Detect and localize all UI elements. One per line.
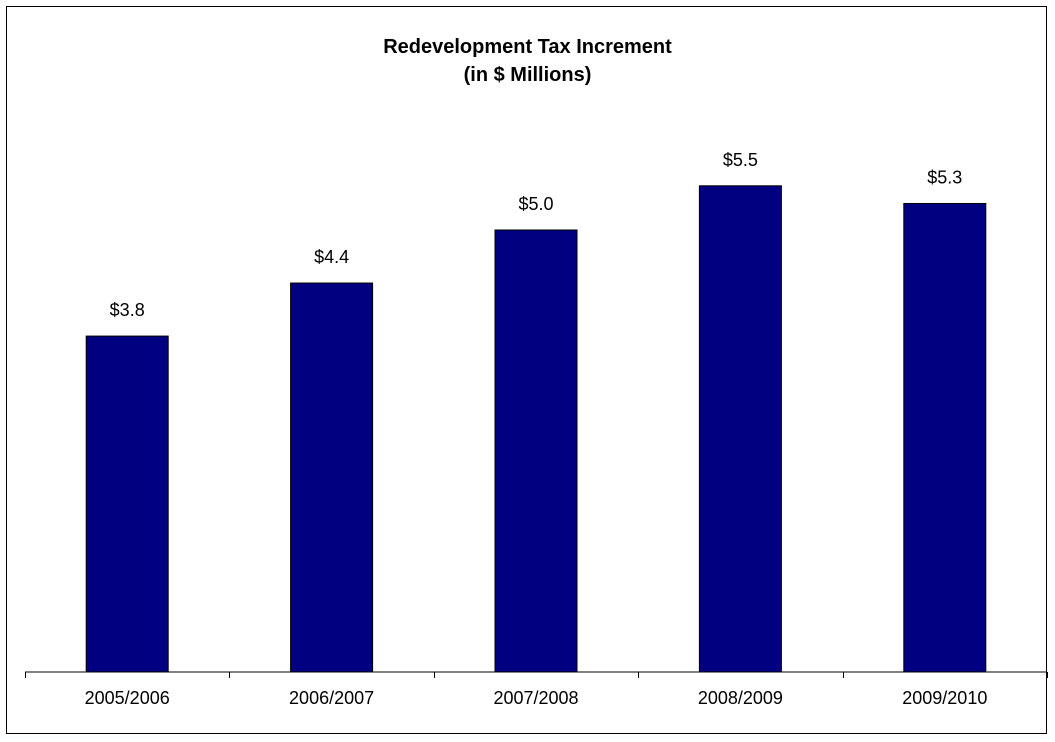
- bar-2006/2007: [290, 282, 374, 673]
- bar-2005/2006: [85, 335, 169, 673]
- x-tick-label: 2006/2007: [289, 688, 374, 708]
- data-label: $5.0: [518, 194, 553, 214]
- data-labels-layer: $3.8 $4.4 $5.0 $5.5 $5.3: [110, 150, 963, 320]
- x-tick-label: 2005/2006: [85, 688, 170, 708]
- chart-subtitle: (in $ Millions): [463, 64, 592, 86]
- x-tick-label: 2009/2010: [902, 688, 987, 708]
- x-tick-label: 2007/2008: [493, 688, 578, 708]
- data-label: $5.3: [927, 167, 962, 187]
- x-axis: 2005/2006 2006/2007 2007/2008 2008/2009 2009…: [25, 671, 1048, 708]
- bars-layer: [85, 185, 987, 673]
- bar-2009/2010: [903, 202, 987, 673]
- bar-2008/2009: [698, 185, 782, 673]
- data-label: $4.4: [314, 247, 349, 267]
- x-tick-label: 2008/2009: [698, 688, 783, 708]
- data-label: $3.8: [110, 300, 145, 320]
- data-label: $5.5: [723, 150, 758, 170]
- chart-title: Redevelopment Tax Increment: [383, 36, 672, 58]
- bar-2007/2008: [494, 229, 578, 673]
